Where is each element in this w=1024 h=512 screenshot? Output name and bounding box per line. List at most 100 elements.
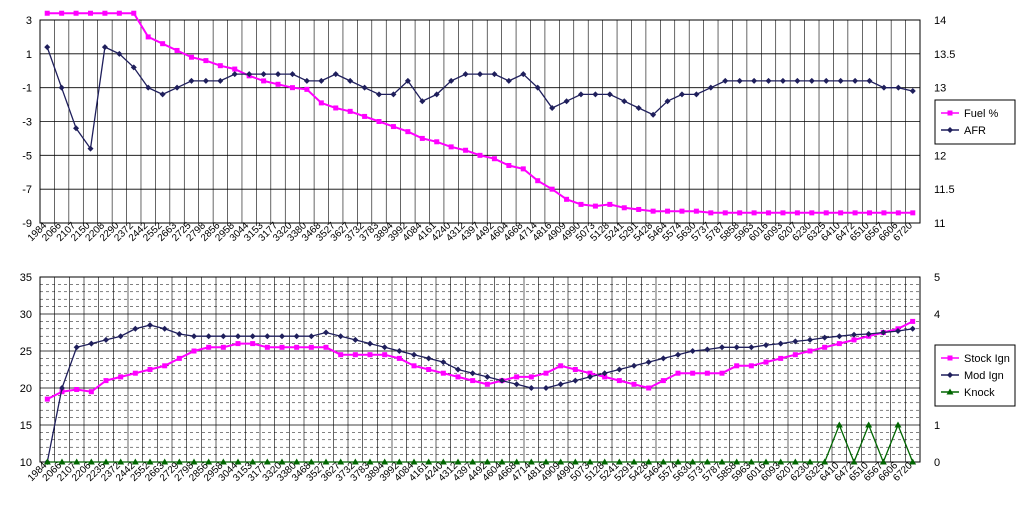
data-point [558, 363, 564, 369]
data-point [390, 91, 397, 98]
data-point [678, 91, 685, 98]
legend-marker [947, 355, 953, 361]
data-point [880, 329, 887, 336]
data-point [549, 104, 556, 111]
data-point [778, 355, 784, 361]
data-point [381, 344, 388, 351]
legend-label: Knock [964, 387, 995, 399]
data-point [780, 210, 786, 216]
data-point [88, 389, 94, 395]
data-point [528, 374, 534, 380]
data-point [675, 351, 681, 358]
right-axis-tick-label: 1 [934, 420, 940, 432]
series-afr [44, 44, 916, 152]
data-point [174, 47, 180, 53]
data-point [101, 44, 108, 51]
legend: Fuel % AFR [934, 99, 1016, 145]
data-point [161, 325, 168, 332]
data-point [261, 78, 267, 84]
data-point [102, 10, 108, 16]
data-point [351, 458, 359, 465]
data-point [616, 378, 622, 384]
right-axis-tick-label: 11 [934, 218, 945, 230]
series-knock [43, 421, 917, 465]
left-axis-tick-label: 30 [20, 309, 32, 321]
data-point [693, 91, 700, 98]
data-point [130, 64, 137, 71]
data-point [116, 10, 122, 16]
data-point [542, 458, 550, 465]
data-point [909, 458, 917, 465]
data-point [660, 355, 667, 362]
data-point [323, 344, 329, 350]
data-point [333, 105, 339, 111]
legend-marker [947, 110, 953, 116]
data-point [376, 91, 383, 98]
data-point [664, 98, 671, 105]
data-point [763, 342, 769, 349]
data-point [463, 147, 469, 153]
data-point [205, 333, 212, 340]
data-point [279, 344, 285, 350]
data-point [513, 381, 520, 388]
data-point [645, 359, 652, 366]
legend-marker [946, 388, 954, 395]
data-point [264, 344, 270, 350]
data-point [202, 77, 209, 84]
data-point [410, 458, 418, 465]
data-point [838, 210, 844, 216]
data-point [719, 344, 725, 351]
left-axis-tick-label: 35 [20, 272, 32, 284]
data-point [103, 378, 109, 384]
data-point [689, 458, 697, 465]
data-point [736, 77, 743, 84]
data-point [307, 458, 315, 465]
data-point [146, 458, 154, 465]
data-point [469, 458, 477, 465]
data-point [601, 458, 609, 465]
data-point [646, 385, 652, 391]
data-point [693, 208, 699, 214]
data-point [650, 111, 657, 118]
data-point [791, 458, 799, 465]
data-point [777, 458, 785, 465]
data-point [87, 145, 94, 152]
data-point [332, 71, 339, 78]
data-point [263, 458, 271, 465]
data-point [411, 363, 417, 369]
data-point [231, 71, 238, 78]
chart-panel-1: 31-1-3-5-7-91413.51312.51211.51119842066… [22, 10, 1016, 244]
data-point [308, 344, 314, 350]
data-point [514, 374, 520, 380]
data-point [635, 104, 642, 111]
data-point [117, 333, 124, 340]
data-point [722, 210, 728, 216]
data-point [419, 98, 426, 105]
data-point [118, 374, 124, 380]
data-point [851, 337, 857, 343]
data-point [806, 458, 814, 465]
data-point [751, 77, 758, 84]
data-point [616, 366, 623, 373]
data-point [852, 77, 859, 84]
data-point [74, 386, 80, 392]
data-point [455, 374, 461, 380]
data-point [572, 377, 579, 384]
data-point [434, 139, 440, 145]
data-point [528, 385, 535, 391]
data-point [881, 210, 887, 216]
data-point [279, 333, 285, 340]
data-point [748, 344, 755, 351]
data-point [217, 63, 223, 69]
legend-marker [947, 372, 953, 378]
data-point [454, 458, 462, 465]
data-point [395, 458, 403, 465]
data-point [337, 333, 344, 340]
data-point [766, 210, 772, 216]
data-point [73, 344, 80, 351]
data-point [147, 367, 153, 372]
data-point [630, 458, 638, 465]
data-point [606, 91, 613, 98]
data-point [455, 366, 461, 373]
data-point [491, 156, 497, 162]
